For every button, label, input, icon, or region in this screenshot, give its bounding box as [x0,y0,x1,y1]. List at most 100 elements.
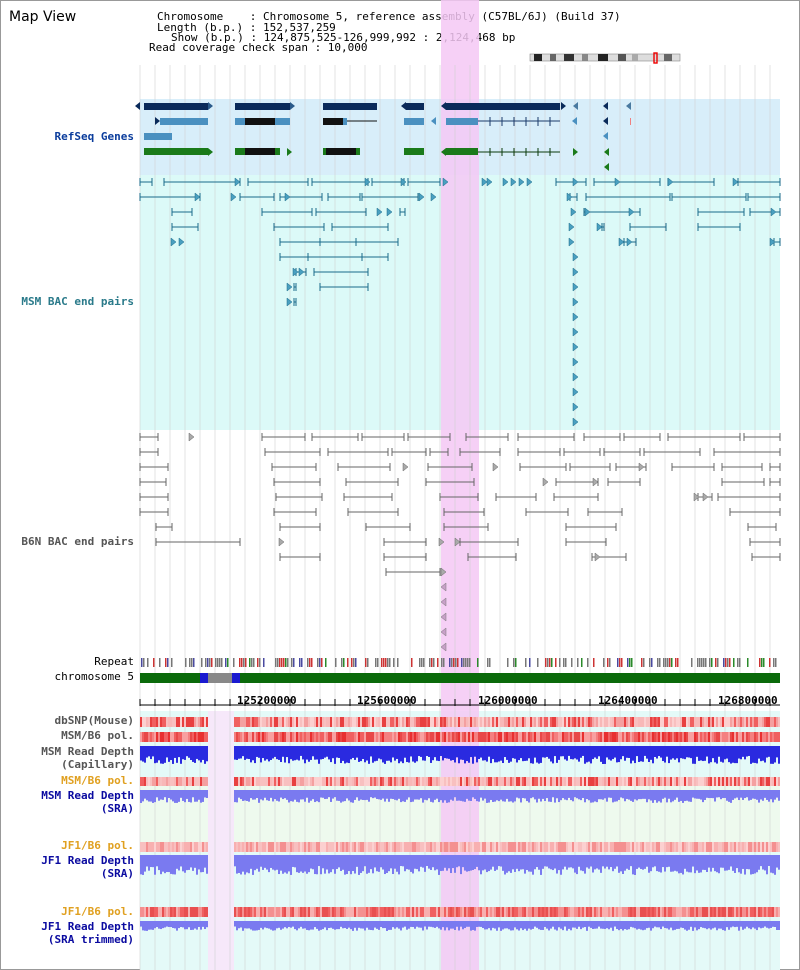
track-label-chromosome: chromosome 5 [54,670,134,683]
bac-end-marker [572,402,579,412]
gene-arrow [208,148,213,156]
track-label-jf1-b6-pol-1[interactable]: JF1/B6 pol. [61,839,134,852]
gene-arrow [603,102,608,110]
track-label-msm-b6-pol-2[interactable]: MSM/B6 pol. [61,774,134,787]
axis-tick-label: 125200000 [237,694,297,707]
gene-arrow [604,163,609,171]
track-label-msm-depth-sra[interactable]: MSM Read Depth [41,789,134,802]
bac-end-marker [596,222,603,232]
gene-block [144,103,208,110]
gene-arrow [572,117,577,125]
track-label-repeat[interactable]: Repeat [94,655,134,668]
gene-block [144,148,208,155]
axis-tick-label: 126400000 [598,694,658,707]
bac-end-marker [626,237,633,247]
bac-end-marker [502,177,509,187]
chromosome-ideogram[interactable] [528,51,684,65]
gene-arrow [431,117,436,125]
gene-arrow [603,117,608,125]
gene-block [323,103,377,110]
gene-block [406,103,424,110]
bac-end-marker [442,177,449,187]
bac-end-marker [400,177,407,187]
axis-tick-label: 125600000 [357,694,417,707]
bac-end-marker [278,537,285,547]
bac-end-marker [230,192,237,202]
bac-end-marker [638,462,645,472]
bac-end-marker [572,267,579,277]
gene-arrow [208,102,213,110]
gene-block [245,148,275,155]
gene-block [235,103,290,110]
gene-arrow [603,132,608,140]
bac-end-marker [572,312,579,322]
gene-arrow [561,102,566,110]
bac-end-marker [194,192,201,202]
bac-end-marker [286,282,293,292]
track-label-dbsnp[interactable]: dbSNP(Mouse) [54,714,134,727]
gene-block [446,118,478,125]
bac-end-marker [572,417,579,427]
gene-block [144,133,172,140]
bac-end-marker [572,282,579,292]
gene-block [160,118,208,125]
bac-end-marker [170,237,177,247]
track-label-refseq[interactable]: RefSeq Genes [54,130,134,143]
gene-block [404,148,424,155]
bac-end-marker [481,177,488,187]
chromosome-bar [140,673,780,683]
bac-end-marker [284,192,291,202]
bac-end-marker [572,372,579,382]
bac-end-marker [572,387,579,397]
bac-end-marker [628,207,635,217]
gene-block [446,103,560,110]
bac-end-marker [440,612,447,622]
bac-end-marker [572,342,579,352]
track-label-jf1-depth-trim-sub: (SRA trimmed) [47,933,134,946]
bac-end-marker [614,177,621,187]
gene-block [326,148,356,155]
bac-end-marker [440,582,447,592]
bac-end-marker [440,567,447,577]
track-label-jf1-b6-pol-2[interactable]: JF1/B6 pol. [61,905,134,918]
bac-end-marker [542,477,549,487]
bac-end-marker [454,537,461,547]
bac-end-marker [526,177,533,187]
track-label-msm-depth-cap[interactable]: MSM Read Depth [41,745,134,758]
bac-end-marker [770,207,777,217]
bac-end-marker [178,237,185,247]
bac-end-marker [693,492,700,502]
bac-end-marker [364,177,371,187]
track-label-msm-bac[interactable]: MSM BAC end pairs [21,295,134,308]
bac-end-marker [486,177,493,187]
track-label-msm-b6-pol-1[interactable]: MSM/B6 pol. [61,729,134,742]
highlight-region [441,0,479,970]
bac-end-marker [594,552,601,562]
length-info: Length (b.p.) : 152,537,259 [157,21,336,34]
bac-end-marker [732,177,739,187]
bac-end-marker [286,297,293,307]
bac-end-marker [572,327,579,337]
gene-arrow [290,102,295,110]
bac-end-marker [572,297,579,307]
bac-end-marker [592,477,599,487]
track-label-b6n-bac[interactable]: B6N BAC end pairs [21,535,134,548]
bac-end-marker [430,192,437,202]
gene-arrow [401,102,406,110]
axis-tick-label: 126800000 [718,694,778,707]
bac-end-marker [438,537,445,547]
bac-end-marker [584,207,591,217]
track-label-jf1-depth-trim[interactable]: JF1 Read Depth [41,920,134,933]
track-label-jf1-depth[interactable]: JF1 Read Depth [41,854,134,867]
bac-end-marker [702,492,709,502]
bac-end-marker [769,237,776,247]
gene-arrow [626,102,631,110]
track-label-msm-depth-sra-sub: (SRA) [100,802,134,815]
bac-end-marker [188,432,195,442]
map-view-title: Map View [9,9,77,25]
bac-end-marker [402,462,409,472]
bac-end-marker [667,177,674,187]
coverage-span-info: Read coverage check span : 10,000 [149,41,368,54]
gene-arrow [604,148,609,156]
